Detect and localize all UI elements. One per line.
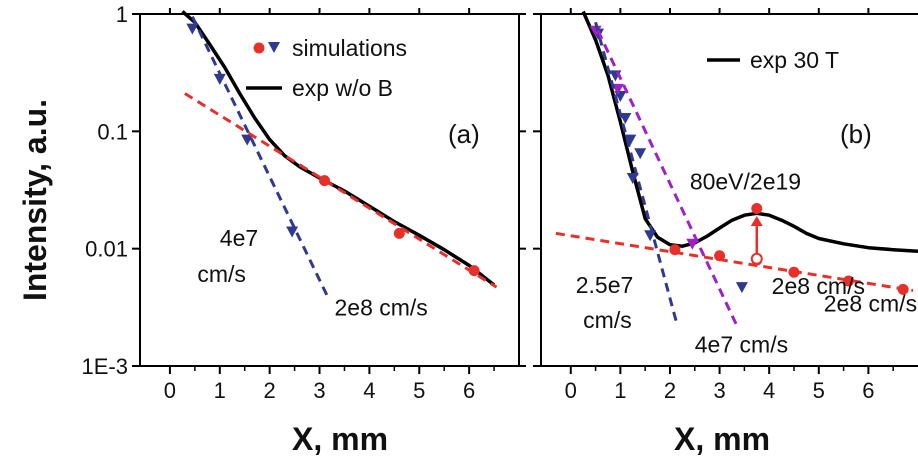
panel-a-y-tick-label: 1E-3 bbox=[82, 354, 128, 379]
panel-b-annotation: 2e8 cm/s bbox=[824, 291, 917, 317]
panel-b-frame bbox=[540, 13, 918, 367]
panel-a-x-axis-label: X, mm bbox=[292, 421, 388, 457]
panel-a-x-tick-label: 4 bbox=[363, 378, 375, 403]
panel-b-x-tick-label: 1 bbox=[614, 378, 626, 403]
panel-b-x-tick-label: 4 bbox=[763, 378, 775, 403]
panel-a-sim-point bbox=[319, 175, 331, 187]
panel-b-exp-line bbox=[581, 10, 918, 254]
panel-b-arrow-base bbox=[750, 252, 763, 265]
panel-b: 0 1 2 3 4 5 6 80eV/2e19 2.5e7 cm/s 4e7 cm/s 2e8 cm/… bbox=[533, 8, 918, 403]
panel-b-annotation: cm/s bbox=[583, 307, 632, 333]
panel-a-x-tick-label: 5 bbox=[413, 378, 425, 403]
panel-a-x-tick-label: 1 bbox=[214, 378, 226, 403]
panel-b-arrow-head bbox=[750, 215, 763, 226]
panel-a-frame bbox=[139, 13, 520, 367]
legend-exp-label: exp w/o B bbox=[292, 75, 393, 101]
panel-b-sim-point bbox=[735, 282, 748, 294]
panel-b-x-tick-label: 3 bbox=[713, 378, 725, 403]
panel-b-sim-point bbox=[634, 148, 647, 160]
panel-a-exp-line bbox=[181, 10, 496, 287]
panel-a-sim-point bbox=[468, 265, 480, 277]
panel-a-y-tick-label: 0.01 bbox=[85, 237, 128, 262]
legend-circle-marker bbox=[253, 42, 265, 54]
panel-b-x-tick-label: 5 bbox=[813, 378, 825, 403]
y-axis-label: Intensity, a.u. bbox=[17, 99, 53, 301]
panel-a-x-tick-label: 0 bbox=[164, 378, 176, 403]
panel-a-y-tick-label: 1 bbox=[116, 2, 128, 27]
panel-b-annotation: 80eV/2e19 bbox=[690, 168, 801, 194]
panel-b-annotation: 2.5e7 bbox=[576, 272, 634, 298]
panel-a-legend: simulations exp w/o B bbox=[246, 35, 407, 101]
panel-a-sim-point bbox=[393, 227, 405, 239]
panel-a-x-tick-label: 3 bbox=[313, 378, 325, 403]
panel-b-annotation: 2e8 cm/s bbox=[772, 273, 865, 299]
panel-a-fit-line-red bbox=[184, 92, 498, 289]
panel-b-fit-line-purple bbox=[596, 30, 739, 327]
legend-exp-label: exp 30 T bbox=[750, 47, 839, 73]
panel-b-sim-point bbox=[619, 112, 632, 124]
panel-a-y-tick-label: 0.1 bbox=[97, 119, 128, 144]
panel-b-fit-line-blue bbox=[594, 21, 679, 327]
panel-a-annotation: cm/s bbox=[197, 261, 246, 287]
panel-b-label: (b) bbox=[840, 119, 872, 149]
panel-b-x-axis-label: X, mm bbox=[674, 421, 770, 457]
panel-b-sim-point bbox=[686, 238, 699, 250]
panel-a-annotation: 4e7 bbox=[220, 225, 258, 251]
panel-b-x-tick-label: 6 bbox=[862, 378, 874, 403]
legend-simulations-label: simulations bbox=[292, 35, 407, 61]
panel-a-annotation: 2e8 cm/s bbox=[334, 294, 427, 320]
panel-b-x-tick-label: 0 bbox=[565, 378, 577, 403]
legend-triangle-marker bbox=[268, 42, 280, 53]
panel-a-x-tick-label: 2 bbox=[264, 378, 276, 403]
panel-b-legend: exp 30 T bbox=[707, 47, 839, 73]
panel-b-fit-line-red bbox=[555, 231, 914, 292]
panel-b-annotation: 4e7 cm/s bbox=[695, 332, 788, 358]
panel-a-x-tick-label: 6 bbox=[463, 378, 475, 403]
panel-b-sim-point bbox=[611, 83, 624, 95]
panel-b-x-tick-label: 2 bbox=[664, 378, 676, 403]
panel-a-sim-point bbox=[186, 23, 199, 35]
panel-a-label: (a) bbox=[448, 119, 480, 149]
panel-a-fit-line-blue bbox=[191, 15, 329, 297]
panel-b-sim-point bbox=[624, 134, 637, 146]
panel-a-sim-point bbox=[241, 134, 254, 146]
panel-a-sim-point bbox=[286, 226, 299, 238]
panel-b-sim-point bbox=[751, 202, 763, 214]
panel-a: 0 1 2 3 4 5 6 1E-3 0.01 0.1 1 4e7 cm/s 2e8 cm/s (a) sim… bbox=[82, 2, 526, 403]
